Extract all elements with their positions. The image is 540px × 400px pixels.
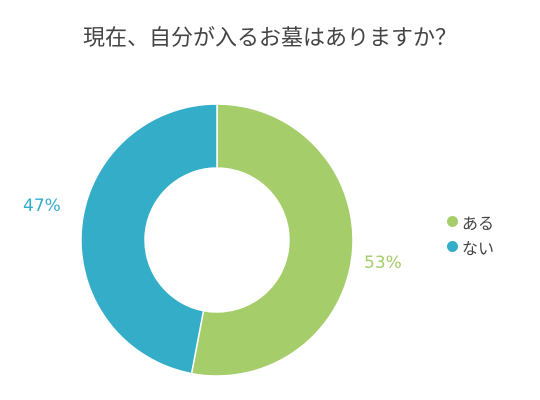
legend: ある ない bbox=[447, 209, 494, 259]
slice-label-nai: 47% bbox=[23, 196, 61, 216]
chart-title: 現在、自分が入るお墓はありますか？ bbox=[82, 26, 457, 51]
legend-marker-nai bbox=[447, 241, 458, 252]
legend-item-nai[interactable]: ない bbox=[447, 234, 494, 259]
legend-label-nai: ない bbox=[462, 238, 495, 258]
legend-label-aru: ある bbox=[462, 213, 495, 233]
slice-nai[interactable] bbox=[80, 103, 218, 375]
legend-item-aru[interactable]: ある bbox=[447, 209, 494, 234]
legend-marker-aru bbox=[447, 216, 458, 227]
slice-label-aru: 53% bbox=[364, 253, 402, 273]
slice-aru[interactable] bbox=[190, 103, 354, 377]
